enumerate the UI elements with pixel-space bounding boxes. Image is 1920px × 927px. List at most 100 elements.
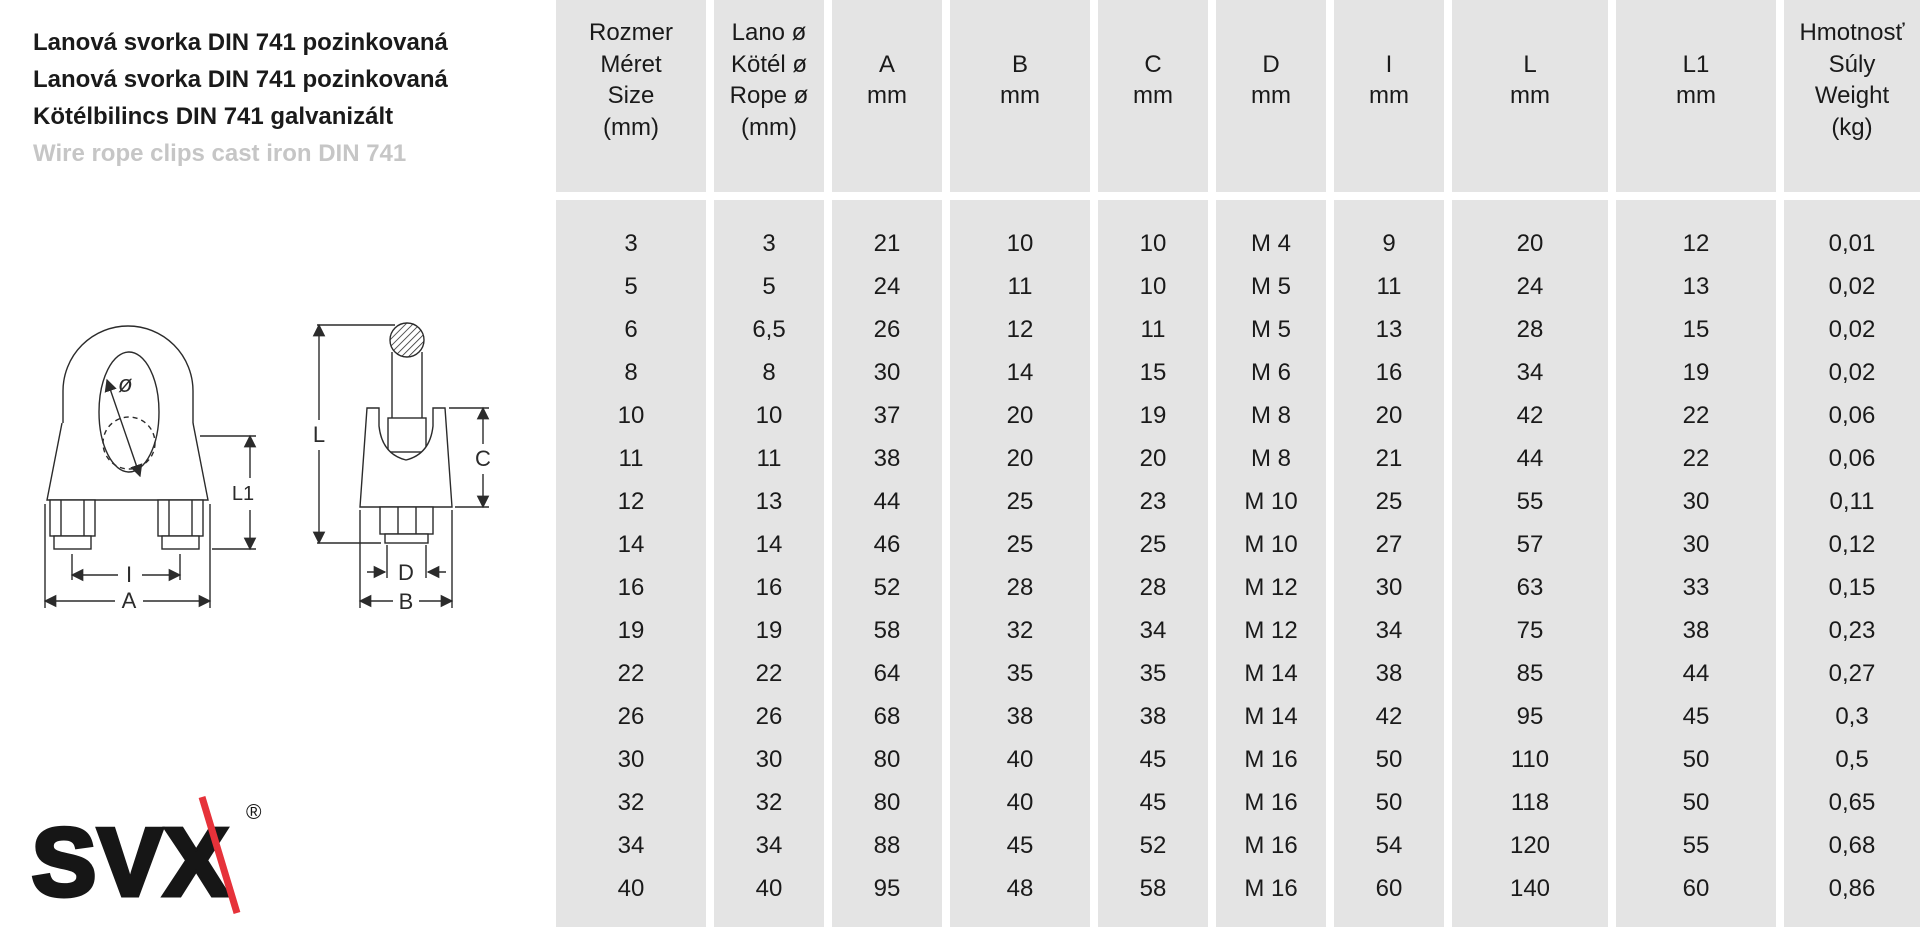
cell-weight-row-11: 0,27 xyxy=(1828,659,1876,687)
cell-l-row-15: 120 xyxy=(1509,831,1551,859)
logo-text: SVX xyxy=(32,809,230,916)
dim-label-l1: L1 xyxy=(232,483,254,505)
table-column-l1: L1 mm 12 13 15 19 22 22 30 30 33 38 44 45 50 50 55 60 xyxy=(1616,0,1776,927)
cell-c-row-14: 45 xyxy=(1139,788,1167,816)
cell-weight-row-14: 0,65 xyxy=(1828,788,1876,816)
cell-weight-row-9: 0,15 xyxy=(1828,573,1876,601)
cell-b-row-3: 12 xyxy=(1006,315,1034,343)
cell-b-row-11: 35 xyxy=(1006,659,1034,687)
column-cells-c: 10 10 11 15 19 20 23 25 28 34 35 38 45 45 52 58 xyxy=(1098,200,1208,927)
cell-weight-row-4: 0,02 xyxy=(1828,358,1876,386)
title-line-4: Wire rope clips cast iron DIN 741 xyxy=(33,140,407,167)
cell-d-row-2: M 5 xyxy=(1250,272,1291,300)
cell-d-row-1: M 4 xyxy=(1250,229,1291,257)
cell-weight-row-3: 0,02 xyxy=(1828,315,1876,343)
cell-size-row-14: 32 xyxy=(617,788,645,816)
cell-size-row-5: 10 xyxy=(617,401,645,429)
cell-i-row-3: 13 xyxy=(1375,315,1403,343)
cell-size-row-9: 16 xyxy=(617,573,645,601)
header-line: mm xyxy=(1000,82,1040,109)
cell-rope-row-10: 19 xyxy=(755,616,783,644)
cell-d-row-3: M 5 xyxy=(1250,315,1291,343)
cell-weight-row-7: 0,11 xyxy=(1829,487,1875,515)
cell-i-row-4: 16 xyxy=(1375,358,1403,386)
cell-d-row-4: M 6 xyxy=(1250,358,1291,386)
column-header-lines-size: Rozmer Méret Size (mm) xyxy=(589,17,673,143)
header-line: C xyxy=(1144,50,1162,78)
cell-l1-row-10: 38 xyxy=(1682,616,1710,644)
cell-a-row-6: 38 xyxy=(873,444,901,472)
cell-i-row-8: 27 xyxy=(1375,530,1403,558)
column-header-lines-weight: Hmotnosť Súly Weight (kg) xyxy=(1799,17,1904,143)
cell-l1-row-2: 13 xyxy=(1682,272,1710,300)
cell-b-row-7: 25 xyxy=(1006,487,1034,515)
product-titles: Lanová svorka DIN 741 pozinkovaná Lanová… xyxy=(33,24,448,172)
cell-i-row-2: 11 xyxy=(1376,272,1402,300)
cell-i-row-15: 54 xyxy=(1375,831,1403,859)
dimension-table: Rozmer Méret Size (mm) 3 5 6 8 10 11 12 14 16 19 22 26 3… xyxy=(556,0,1920,927)
cell-weight-row-10: 0,23 xyxy=(1828,616,1876,644)
cell-c-row-1: 10 xyxy=(1139,229,1167,257)
cell-c-row-15: 52 xyxy=(1139,831,1167,859)
cell-rope-row-7: 13 xyxy=(755,487,783,515)
table-column-size: Rozmer Méret Size (mm) 3 5 6 8 10 11 12 14 16 19 22 26 3… xyxy=(556,0,706,927)
cell-size-row-16: 40 xyxy=(617,874,645,902)
cell-d-row-8: M 10 xyxy=(1244,530,1298,558)
cell-l-row-13: 110 xyxy=(1510,745,1550,773)
svx-logo: SVX ® xyxy=(30,795,262,919)
cell-b-row-8: 25 xyxy=(1006,530,1034,558)
cell-c-row-2: 10 xyxy=(1139,272,1167,300)
header-line: Size xyxy=(607,82,655,109)
left-nut xyxy=(49,499,96,537)
logo-red-slash xyxy=(198,795,241,915)
side-view-drawing: L C D B xyxy=(312,322,491,613)
cell-rope-row-2: 5 xyxy=(762,272,776,300)
cell-rope-row-6: 11 xyxy=(756,444,782,472)
cell-a-row-15: 88 xyxy=(873,831,901,859)
cell-weight-row-12: 0,3 xyxy=(1835,702,1869,730)
title-line-1: Lanová svorka DIN 741 pozinkovaná xyxy=(33,29,448,56)
cell-weight-row-6: 0,06 xyxy=(1828,444,1876,472)
cell-size-row-12: 26 xyxy=(617,702,645,730)
cell-size-row-7: 12 xyxy=(617,487,645,515)
cell-a-row-12: 68 xyxy=(873,702,901,730)
cell-l1-row-3: 15 xyxy=(1682,315,1710,343)
cell-i-row-10: 34 xyxy=(1375,616,1403,644)
title-line-2: Lanová svorka DIN 741 pozinkovaná xyxy=(33,66,448,93)
header-line: L xyxy=(1523,50,1537,78)
cell-size-row-13: 30 xyxy=(617,745,645,773)
column-cells-l: 20 24 28 34 42 44 55 57 63 75 85 95 110 118 120 140 xyxy=(1452,200,1608,927)
cell-d-row-5: M 8 xyxy=(1250,401,1291,429)
cell-rope-row-14: 32 xyxy=(755,788,783,816)
cell-rope-row-4: 8 xyxy=(762,358,776,386)
cell-weight-row-15: 0,68 xyxy=(1828,831,1876,859)
cell-b-row-6: 20 xyxy=(1006,444,1034,472)
column-header-rope: Lano ø Kötél ø Rope ø (mm) xyxy=(714,0,824,192)
header-line: L1 xyxy=(1682,50,1710,78)
cell-c-row-10: 34 xyxy=(1139,616,1167,644)
cell-i-row-13: 50 xyxy=(1375,745,1403,773)
header-line: mm xyxy=(1133,82,1173,109)
header-line: (kg) xyxy=(1831,113,1873,141)
cell-size-row-2: 5 xyxy=(624,272,638,300)
header-line: A xyxy=(878,50,895,78)
cell-weight-row-1: 0,01 xyxy=(1828,229,1876,257)
cell-l1-row-4: 19 xyxy=(1682,358,1710,386)
registered-trademark-symbol: ® xyxy=(246,801,262,824)
cell-b-row-15: 45 xyxy=(1006,831,1034,859)
cell-i-row-14: 50 xyxy=(1375,788,1403,816)
cell-c-row-12: 38 xyxy=(1139,702,1167,730)
cell-size-row-4: 8 xyxy=(624,358,638,386)
cell-size-row-10: 19 xyxy=(617,616,645,644)
cell-size-row-1: 3 xyxy=(624,229,638,257)
cell-a-row-7: 44 xyxy=(873,487,901,515)
